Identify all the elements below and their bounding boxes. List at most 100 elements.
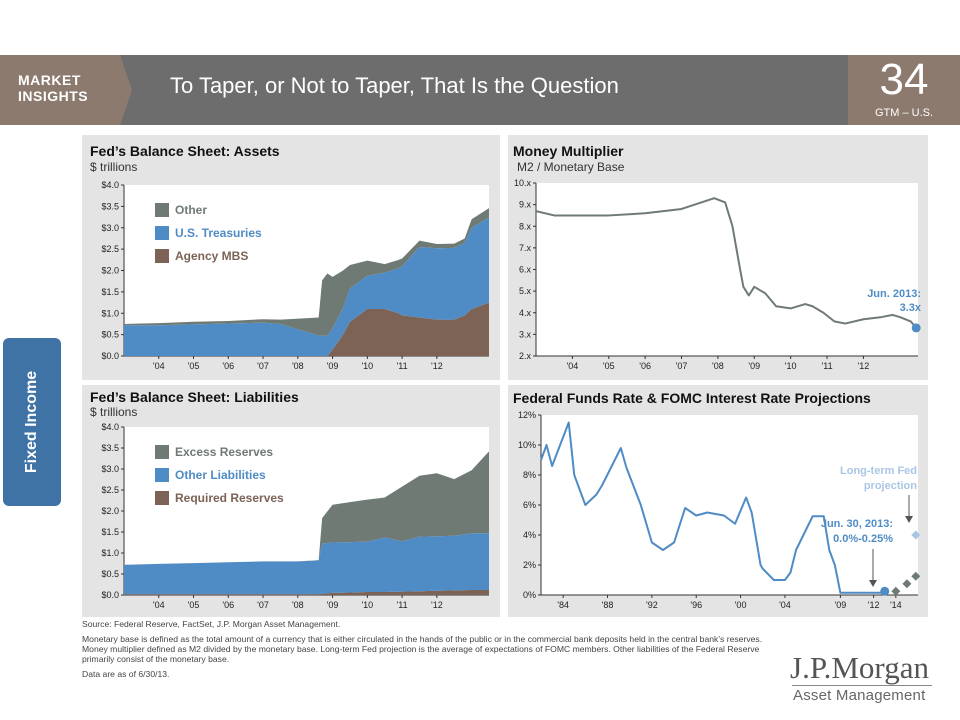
assets-legend-swatch <box>155 249 169 263</box>
assets-x-tick-label: '11 <box>397 361 408 371</box>
liab-legend-swatch <box>155 491 169 505</box>
ff-projection-marker <box>911 530 921 540</box>
liab-x-tick-label: '04 <box>153 600 165 610</box>
liab-y-tick-label: $0.0 <box>101 590 119 600</box>
assets-x-tick-label: '09 <box>327 361 339 371</box>
assets-y-tick-label: $4.0 <box>101 180 119 190</box>
assets-chart-subtitle: $ trillions <box>90 160 138 174</box>
footnotes: Source: Federal Reserve, FactSet, J.P. M… <box>82 619 782 684</box>
assets-legend-label: Other <box>175 203 207 217</box>
assets-y-tick-label: $1.0 <box>101 308 119 318</box>
ff-x-tick-label: '00 <box>735 600 747 610</box>
liab-y-tick-label: $2.5 <box>101 485 119 495</box>
ff-x-tick-label: '12 <box>868 600 880 610</box>
section-tab[interactable] <box>3 338 61 506</box>
multiplier-chart-title: Money Multiplier <box>513 143 624 159</box>
mult-y-tick-label: 4.x <box>519 308 532 318</box>
assets-y-tick-label: $3.0 <box>101 223 119 233</box>
definition-note: Monetary base is defined as the total am… <box>82 634 763 664</box>
ff-current-rate-point <box>880 586 890 596</box>
assets-y-tick-label: $0.5 <box>101 330 119 340</box>
liab-y-tick-label: $4.0 <box>101 422 119 432</box>
mult-annotation-line2: 3.3x <box>900 302 922 314</box>
logo-line-1: J.P.Morgan <box>790 650 929 685</box>
liab-legend-label: Required Reserves <box>175 491 284 505</box>
assets-chart-title: Fed’s Balance Sheet: Assets <box>90 143 280 159</box>
mult-annotation-line1: Jun. 2013: <box>867 288 921 300</box>
liab-x-tick-label: '09 <box>327 600 339 610</box>
header-bar <box>0 55 960 125</box>
mult-x-tick-label: '10 <box>785 361 797 371</box>
mult-x-tick-label: '06 <box>639 361 651 371</box>
liab-x-tick-label: '06 <box>222 600 234 610</box>
mult-y-tick-label: 2.x <box>519 351 532 361</box>
page-title: To Taper, or Not to Taper, That Is the Q… <box>170 73 619 98</box>
liab-area-required-reserves <box>124 589 489 595</box>
ff-y-tick-label: 12% <box>518 410 536 420</box>
mult-y-tick-label: 7.x <box>519 243 532 253</box>
logo-line-2: Asset Management <box>793 687 926 704</box>
assets-area-u-s-treasuries <box>124 217 489 356</box>
assets-chart-panel: Fed’s Balance Sheet: Assets $ trillions … <box>82 135 500 380</box>
liab-legend-swatch <box>155 468 169 482</box>
liab-y-tick-label: $2.0 <box>101 506 119 516</box>
mult-latest-point <box>911 323 921 333</box>
ff-current-arrowhead <box>869 580 877 587</box>
liab-x-tick-label: '07 <box>257 600 269 610</box>
liab-legend-label: Excess Reserves <box>175 445 273 459</box>
liab-y-tick-label: $3.0 <box>101 464 119 474</box>
assets-legend-label: U.S. Treasuries <box>175 226 262 240</box>
fed-funds-chart: 0% 2% 4% 6% 8% 10% 12% '84 '88 '92 '96 '00 '04 '09 '12… <box>518 410 921 610</box>
ff-longterm-arrowhead <box>905 516 913 523</box>
assets-area-other <box>124 208 489 336</box>
mult-y-tick-label: 3.x <box>519 329 532 339</box>
mult-y-tick-label: 6.x <box>519 265 532 275</box>
assets-legend-swatch <box>155 203 169 217</box>
mult-x-tick-label: '07 <box>676 361 688 371</box>
mult-x-tick-label: '09 <box>748 361 760 371</box>
ff-x-tick-label: '88 <box>602 600 614 610</box>
liab-x-tick-label: '08 <box>292 600 304 610</box>
assets-x-tick-label: '08 <box>292 361 304 371</box>
market-insights-badge <box>0 55 120 125</box>
ff-x-tick-label: '09 <box>835 600 847 610</box>
page-tag: GTM – U.S. <box>874 107 934 119</box>
assets-legend-swatch <box>155 226 169 240</box>
page-number: 34 <box>879 55 929 104</box>
ff-projection-marker <box>911 571 921 581</box>
ff-y-tick-label: 8% <box>523 470 536 480</box>
liab-legend-swatch <box>155 445 169 459</box>
mult-y-tick-label: 10.x <box>514 178 532 188</box>
ff-y-tick-label: 10% <box>518 440 536 450</box>
money-multiplier-panel: Money Multiplier M2 / Monetary Base 2.x 3… <box>508 135 928 380</box>
assets-x-tick-label: '07 <box>257 361 269 371</box>
ff-x-tick-label: '96 <box>690 600 702 610</box>
liab-y-tick-label: $0.5 <box>101 569 119 579</box>
liab-area-other-liabilities <box>124 533 489 595</box>
assets-y-tick-label: $1.5 <box>101 287 119 297</box>
multiplier-chart: 2.x 3.x 4.x 5.x 6.x 7.x 8.x 9.x 10.x '04 '05 '06 '07… <box>514 178 922 371</box>
liab-legend-label: Other Liabilities <box>175 468 266 482</box>
ff-x-tick-label: '84 <box>557 600 569 610</box>
ff-x-tick-label: '92 <box>646 600 658 610</box>
liabilities-chart-title: Fed’s Balance Sheet: Liabilities <box>90 389 299 405</box>
ff-plot-area <box>541 415 918 595</box>
source-note: Source: Federal Reserve, FactSet, J.P. M… <box>82 619 341 629</box>
liabilities-chart: $0.0 $0.5 $1.0 $1.5 $2.0 $2.5 $3.0 $3.5 $4.0 '04 '… <box>101 422 489 610</box>
liab-x-tick-label: '05 <box>188 600 200 610</box>
badge-arrow <box>120 55 132 125</box>
ff-current-label-2: 0.0%-0.25% <box>833 533 893 545</box>
section-tab-label: Fixed Income <box>23 370 40 474</box>
liab-y-tick-label: $1.0 <box>101 548 119 558</box>
ff-y-tick-label: 6% <box>523 500 536 510</box>
mult-x-tick-label: '12 <box>858 361 870 371</box>
assets-legend-label: Agency MBS <box>175 249 248 263</box>
jpmorgan-logo: J.P.Morgan Asset Management <box>790 652 940 704</box>
brand-line-1: MARKET <box>18 72 81 88</box>
assets-x-tick-label: '10 <box>361 361 373 371</box>
market-insights-label: MARKET INSIGHTS <box>18 72 118 104</box>
multiplier-chart-subtitle: M2 / Monetary Base <box>517 160 625 174</box>
assets-x-tick-label: '06 <box>222 361 234 371</box>
mult-y-tick-label: 9.x <box>519 200 532 210</box>
ff-x-tick-label: '04 <box>779 600 791 610</box>
